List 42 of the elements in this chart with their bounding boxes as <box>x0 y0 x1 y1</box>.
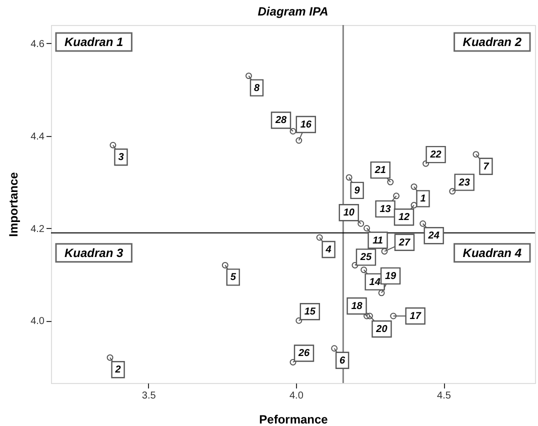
annotation: 27 <box>398 237 410 248</box>
y-tick-label: 4.2 <box>30 224 45 235</box>
annotation: 4 <box>324 244 332 256</box>
annotation: 9 <box>354 185 360 196</box>
annotation: Kuadran 3 <box>64 246 124 260</box>
annotation: 12 <box>398 212 410 224</box>
y-tick-label: 4.4 <box>30 131 45 142</box>
annotation: 1 <box>420 194 426 205</box>
annotation: 25 <box>359 252 372 264</box>
annotation: 21 <box>374 165 386 176</box>
annotation: 14 <box>369 276 381 288</box>
annotation: 16 <box>300 119 312 130</box>
annotation: 23 <box>458 177 470 188</box>
chart-title: Diagram IPA <box>258 4 328 18</box>
annotation: 11 <box>372 235 384 246</box>
annotation: 26 <box>297 348 310 360</box>
x-tick-label: 4.5 <box>437 390 452 402</box>
annotation: 24 <box>427 230 440 242</box>
annotation: 3 <box>118 152 124 164</box>
annotation: 20 <box>375 324 388 336</box>
annotation: 5 <box>230 272 236 284</box>
annotation: Kuadran 2 <box>462 35 522 49</box>
annotation: 22 <box>429 150 442 161</box>
x-tick-label: 3.5 <box>142 390 156 402</box>
y-tick-label: 4.0 <box>30 316 45 328</box>
y-axis-title: Importance <box>6 172 21 237</box>
annotation: 7 <box>483 161 490 172</box>
annotation: 15 <box>304 306 316 318</box>
annotation: 10 <box>343 208 355 219</box>
y-tick-label: 4.6 <box>30 38 45 50</box>
annotation: 17 <box>410 311 422 322</box>
x-tick-label: 4.0 <box>290 390 304 402</box>
annotation: 2 <box>114 364 122 376</box>
annotation: Kuadran 4 <box>462 246 522 260</box>
annotation: 19 <box>384 270 397 282</box>
annotation: 6 <box>340 355 346 366</box>
annotation: 13 <box>380 204 392 215</box>
annotation: 8 <box>254 82 260 94</box>
annotation: 18 <box>351 301 363 312</box>
annotation: Kuadran 1 <box>64 35 124 49</box>
annotation: 28 <box>274 115 287 126</box>
x-axis-title: Peformance <box>259 412 328 426</box>
